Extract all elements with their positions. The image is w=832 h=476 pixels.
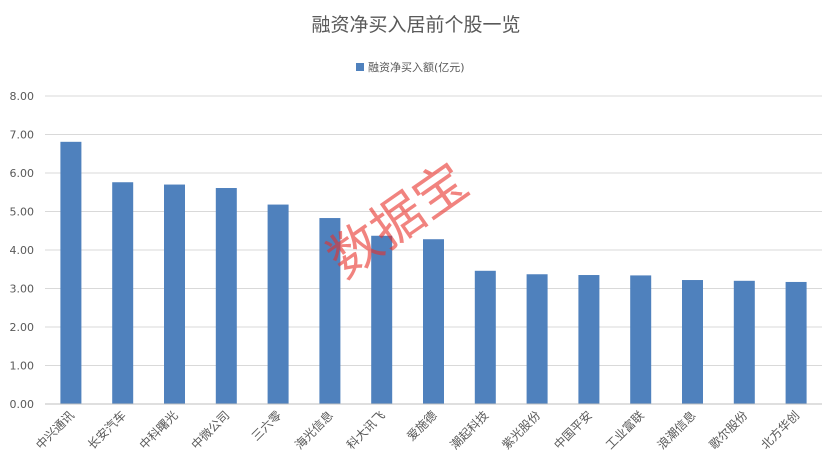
x-tick-label: 长安汽车 — [84, 408, 129, 453]
bar — [112, 182, 134, 404]
legend-label: 融资净买入额(亿元) — [368, 60, 465, 74]
y-tick-label: 7.00 — [10, 129, 35, 142]
x-tick-label: 浪潮信息 — [654, 408, 699, 453]
x-tick-label: 北方华创 — [758, 408, 803, 453]
y-axis-ticks: 0.00 1.00 2.00 3.00 4.00 5.00 6.00 7.00 8.00 — [10, 90, 35, 411]
bar — [682, 280, 703, 404]
x-tick-label: 中兴通讯 — [32, 408, 77, 453]
x-tick-label: 潮起科技 — [447, 408, 492, 453]
x-tick-label: 紫光股份 — [499, 408, 543, 452]
x-tick-label: 爱施德 — [404, 408, 440, 444]
bar — [423, 239, 444, 404]
chart-title: 融资净买入居前个股一览 — [311, 14, 520, 36]
bar — [733, 280, 755, 404]
bar — [164, 184, 185, 404]
bars — [60, 141, 807, 404]
x-tick-label: 中微公司 — [188, 408, 233, 453]
y-tick-label: 5.00 — [10, 206, 35, 219]
y-tick-label: 3.00 — [10, 283, 35, 296]
bar — [371, 235, 393, 404]
y-tick-label: 1.00 — [10, 360, 35, 373]
bar — [60, 141, 82, 404]
bar — [474, 270, 496, 404]
x-tick-label: 海光信息 — [291, 408, 336, 453]
x-tick-label: 三六零 — [249, 408, 284, 443]
bar — [215, 188, 237, 404]
x-tick-label: 科大讯飞 — [344, 408, 388, 452]
x-axis-ticks: 中兴通讯 长安汽车 中科曙光 中微公司 三六零 海光信息 科大讯飞 爱施德 潮起科技 紫光股份 中国… — [32, 408, 802, 453]
legend: 融资净买入额(亿元) — [356, 60, 465, 74]
bar — [578, 275, 600, 404]
bar — [319, 218, 341, 404]
x-tick-label: 中国平安 — [550, 408, 595, 453]
y-tick-label: 8.00 — [10, 90, 35, 103]
x-tick-label: 中科曙光 — [136, 408, 181, 453]
legend-swatch — [356, 63, 364, 71]
y-tick-label: 0.00 — [10, 398, 35, 411]
bar — [785, 281, 807, 404]
bar — [630, 275, 652, 404]
bar — [267, 204, 289, 404]
bar — [526, 274, 548, 404]
x-tick-label: 工业富联 — [602, 408, 647, 453]
x-tick-label: 歌尔股份 — [706, 408, 751, 453]
y-tick-label: 2.00 — [10, 321, 35, 334]
y-tick-label: 4.00 — [10, 244, 35, 257]
y-tick-label: 6.00 — [10, 167, 35, 180]
